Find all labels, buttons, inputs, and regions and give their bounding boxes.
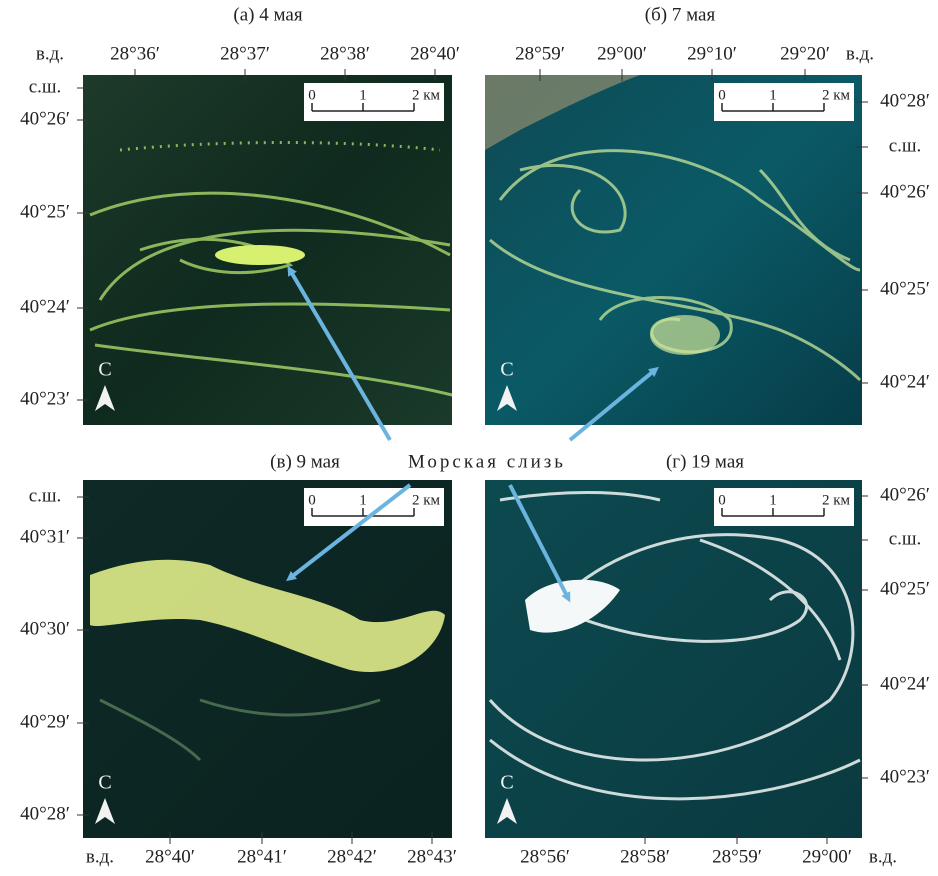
latitude-label: 40°26′	[880, 181, 930, 202]
latitude-label: 40°24′	[20, 296, 70, 317]
longitude-label: 28°59′	[712, 846, 762, 867]
latitude-label: 40°29′	[20, 711, 70, 732]
scale-label: 2 км	[822, 492, 851, 508]
slime-swirls	[89, 141, 453, 397]
slime-patch	[90, 559, 445, 672]
scale-label: 0	[308, 87, 316, 103]
scale-box	[304, 83, 444, 121]
latitude-label: с.ш.	[889, 528, 922, 549]
panel-title: (г) 19 мая	[666, 451, 744, 472]
latitude-label: 40°23′	[20, 388, 70, 409]
scale-label: 0	[718, 87, 726, 103]
latitude-label: 40°28′	[20, 803, 70, 824]
latitude-label: 40°31′	[20, 526, 70, 547]
north-arrow	[95, 385, 115, 411]
panel-title: (в) 9 мая	[270, 451, 340, 472]
longitude-label: 29°00′	[802, 846, 852, 867]
satellite-image	[485, 480, 862, 838]
latitude-label: 40°25′	[880, 578, 930, 599]
longitude-label: 28°40′	[410, 43, 460, 64]
labels: (а) 4 мая в.д. 28°36′ 28°37′ 28°38′ 28°40′ с.ш…	[20, 4, 930, 867]
annotation-bg	[385, 448, 590, 476]
longitude-label: 29°00′	[597, 43, 647, 64]
scale-label: 2 км	[822, 87, 851, 103]
longitude-label: 28°56′	[520, 846, 570, 867]
north-arrow	[497, 798, 517, 824]
scale-box	[714, 488, 854, 526]
latitude-label: 40°26′	[20, 108, 70, 129]
latitude-label: 40°30′	[20, 618, 70, 639]
slime-swirls	[489, 149, 862, 382]
scale-box	[714, 83, 854, 121]
longitude-label: в.д.	[869, 846, 897, 867]
scale-label: 1	[359, 492, 367, 508]
longitude-label: 28°59′	[515, 43, 565, 64]
longitude-label: 28°38′	[320, 43, 370, 64]
slime-patch	[650, 315, 720, 355]
scale-label: 0	[308, 492, 316, 508]
panel-title: (а) 4 мая	[233, 4, 302, 25]
slime-swirls	[488, 491, 861, 801]
latitude-label: 40°24′	[880, 673, 930, 694]
longitude-label: 28°37′	[220, 43, 270, 64]
longitude-label: в.д.	[846, 43, 874, 64]
scale-label: 1	[769, 87, 777, 103]
latitude-label: 40°28′	[880, 90, 930, 111]
latitude-label: с.ш.	[29, 485, 62, 506]
arrow	[286, 483, 412, 582]
longitude-label: в.д.	[36, 43, 64, 64]
scale-label: 2 км	[412, 492, 441, 508]
longitude-label: 29°20′	[780, 43, 830, 64]
north-label: С	[98, 772, 111, 794]
images	[83, 75, 862, 838]
north-arrow	[95, 798, 115, 824]
slime-patch	[215, 245, 305, 265]
latitude-label: с.ш.	[29, 76, 62, 97]
longitude-label: 28°58′	[620, 846, 670, 867]
longitude-label: 28°40′	[145, 846, 195, 867]
latitude-label: с.ш.	[889, 135, 922, 156]
scale-label: 1	[769, 492, 777, 508]
longitude-label: в.д.	[86, 846, 114, 867]
north-arrow	[497, 385, 517, 411]
north-label: С	[500, 359, 513, 381]
scale-label: 0	[718, 492, 726, 508]
slime-patch	[525, 579, 620, 633]
arrow	[508, 484, 571, 603]
longitude-label: 28°36′	[110, 43, 160, 64]
scale-label: 1	[359, 87, 367, 103]
longitude-label: 28°43′	[407, 846, 457, 867]
latitude-label: 40°23′	[880, 766, 930, 787]
north-label: С	[98, 359, 111, 381]
latitude-label: 40°24′	[880, 371, 930, 392]
panel-title: (б) 7 мая	[645, 4, 716, 25]
longitude-label: 28°42′	[327, 846, 377, 867]
arrow	[287, 265, 392, 442]
annotation-arrows	[286, 265, 659, 603]
longitude-label: 28°41′	[237, 846, 287, 867]
north-label: С	[500, 772, 513, 794]
latitude-label: 40°25′	[20, 201, 70, 222]
satellite-image	[485, 75, 862, 425]
longitude-label: 29°10′	[687, 43, 737, 64]
arrow	[568, 366, 659, 442]
annotation: Морская слизь	[408, 451, 566, 472]
latitude-label: 40°26′	[880, 484, 930, 505]
scale-label: 2 км	[412, 87, 441, 103]
scale-box	[304, 488, 444, 526]
latitude-label: 40°25′	[880, 278, 930, 299]
